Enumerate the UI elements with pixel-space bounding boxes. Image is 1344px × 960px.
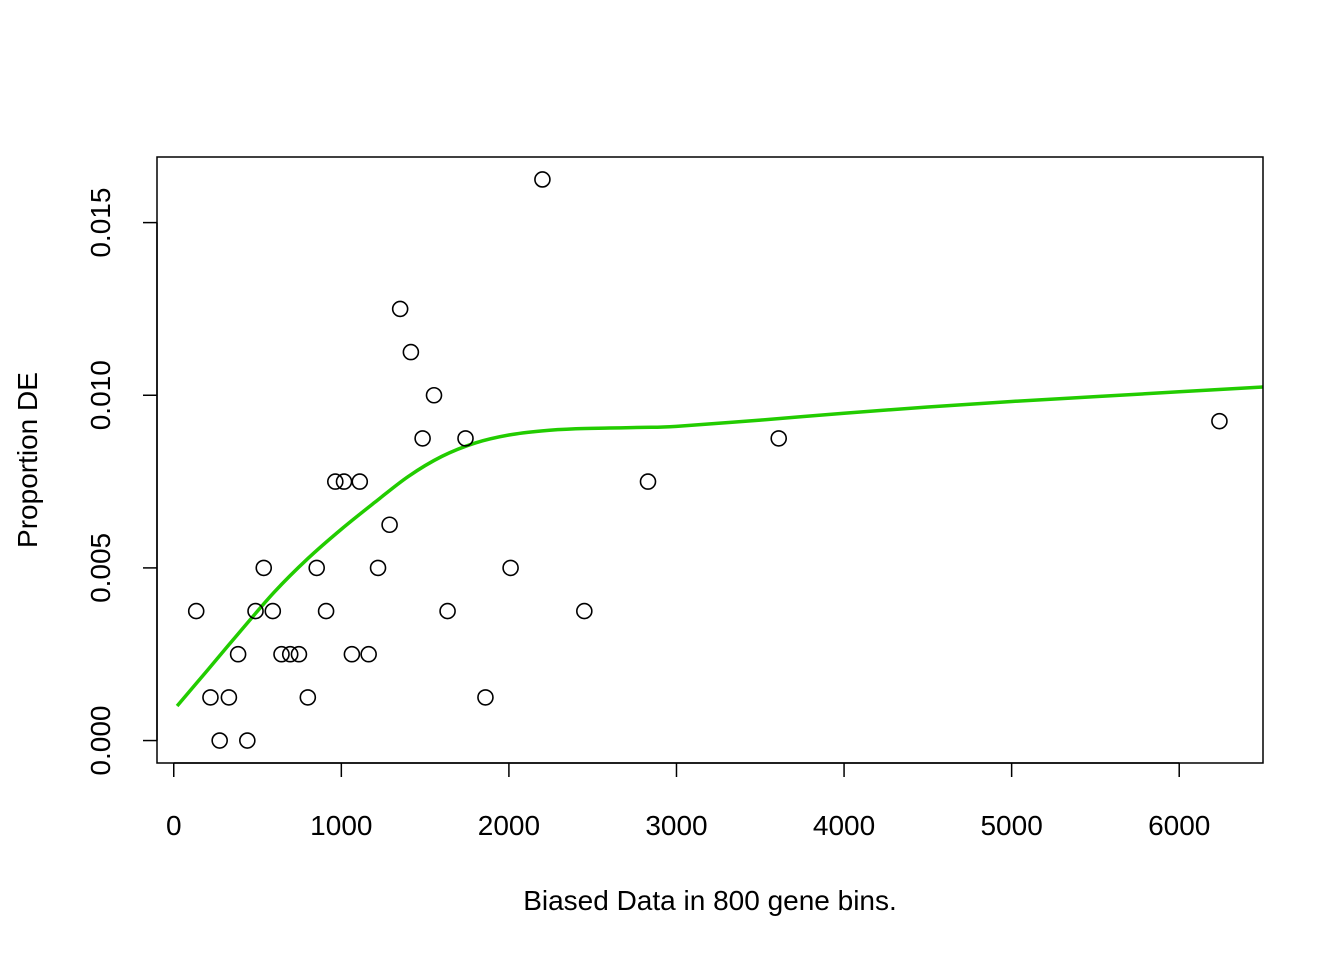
data-point: [639, 473, 657, 490]
plot-frame: [156, 156, 1264, 764]
x-tick-label: 4000: [813, 810, 875, 841]
data-point: [264, 602, 282, 620]
x-tick-label: 1000: [310, 810, 372, 841]
data-point: [308, 559, 325, 577]
x-tick-label: 0: [166, 810, 182, 841]
data-point: [299, 689, 317, 706]
data-point: [439, 602, 456, 620]
data-point: [369, 559, 387, 577]
fit-line-layer: [175, 385, 1264, 708]
y-axis: 0.000 0.005 0.010 0.015: [85, 188, 158, 776]
data-point: [335, 473, 353, 490]
data-point: [239, 732, 256, 749]
data-point: [402, 343, 420, 361]
data-point: [281, 645, 299, 663]
data-point: [327, 473, 344, 490]
y-tick-label: 0.005: [85, 533, 116, 603]
data-point: [477, 689, 494, 706]
data-point: [229, 645, 247, 663]
data-point: [351, 473, 369, 490]
data-point: [770, 430, 788, 447]
data-point: [247, 602, 264, 620]
data-point: [534, 171, 551, 188]
x-tick-label: 3000: [645, 810, 707, 841]
fit-line: [175, 385, 1264, 708]
data-point: [220, 689, 238, 706]
data-point: [502, 559, 519, 577]
y-axis-label: Proportion DE: [12, 372, 43, 548]
x-tick-label: 5000: [980, 810, 1042, 841]
data-point: [290, 645, 308, 663]
points-layer: [187, 171, 1228, 749]
data-point: [211, 732, 228, 749]
data-point: [1211, 412, 1228, 430]
x-axis-label: Biased Data in 800 gene bins.: [523, 885, 897, 916]
data-point: [202, 689, 219, 706]
data-point: [273, 645, 290, 663]
y-tick-label: 0.015: [85, 188, 116, 258]
data-point: [360, 645, 377, 663]
data-point: [391, 300, 409, 318]
data-point: [414, 430, 431, 447]
data-point: [317, 602, 335, 620]
data-point: [255, 559, 273, 577]
data-point: [343, 645, 361, 663]
data-point: [425, 386, 443, 404]
y-tick-label: 0.000: [85, 706, 116, 776]
data-point: [457, 430, 474, 447]
data-point: [187, 602, 205, 620]
x-tick-label: 2000: [478, 810, 540, 841]
x-tick-label: 6000: [1148, 810, 1210, 841]
y-tick-label: 0.010: [85, 360, 116, 430]
x-axis: 0 1000 2000 3000 4000 5000 6000: [166, 762, 1210, 841]
data-point: [576, 602, 593, 620]
data-point: [381, 516, 398, 534]
